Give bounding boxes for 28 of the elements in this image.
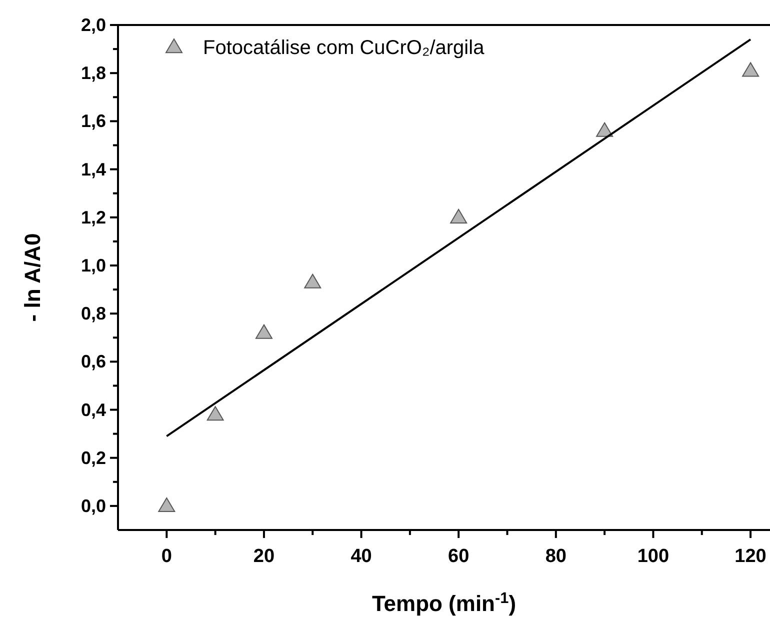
y-tick-label: 2,0 (80, 15, 106, 35)
point (255, 324, 272, 339)
x-tick-label: 40 (350, 546, 372, 567)
y-tick-label: 0,0 (80, 496, 106, 516)
y-tick-label: 1,6 (80, 111, 106, 132)
y-tick-label: 1,8 (80, 63, 106, 84)
y-tick-label: 0,6 (80, 352, 106, 372)
y-tick-label: 0,8 (80, 304, 106, 324)
point (158, 497, 176, 512)
legend-label: Fotocatálise com CuCrO₂/argila (203, 37, 486, 59)
point (596, 122, 614, 137)
y-tick-label: 1,4 (80, 159, 106, 180)
y-tick-label: 0,4 (80, 400, 106, 420)
y-axis-title: - ln A/A0 (20, 233, 45, 322)
point (450, 208, 468, 224)
y-tick-label: 1,0 (80, 255, 106, 276)
x-axis-title: Tempo (min$^{-1}$) (372, 590, 516, 616)
y-tick-label: 0,2 (80, 448, 106, 468)
x-tick-label: 20 (253, 546, 275, 567)
x-tick-label: 0 (161, 546, 172, 567)
x-tick-label: 80 (545, 546, 566, 567)
y-tick-label: 1,2 (80, 207, 106, 228)
point (304, 274, 322, 288)
point (206, 406, 224, 421)
point (742, 62, 760, 77)
x-tick-label: 100 (637, 546, 670, 567)
x-tick-label: 60 (448, 546, 470, 567)
x-tick-label: 120 (734, 546, 766, 567)
